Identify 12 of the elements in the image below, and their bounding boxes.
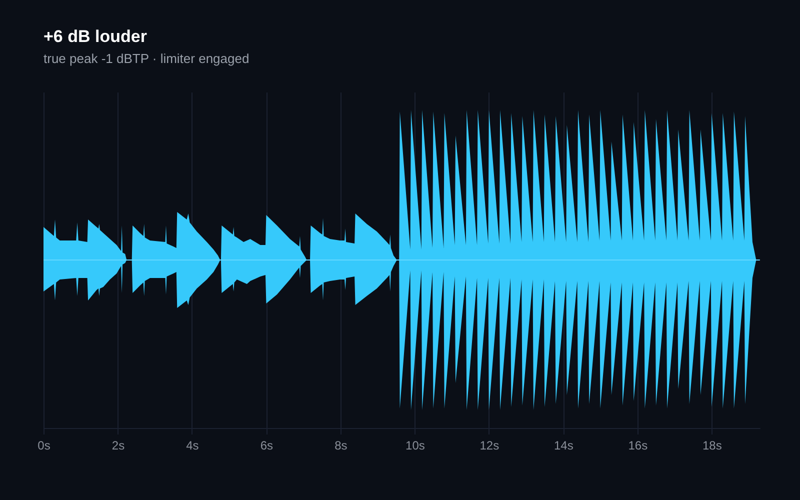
x-tick-label: 4s: [186, 438, 199, 452]
chart-subtitle: true peak -1 dBTP · limiter engaged: [44, 51, 250, 66]
x-tick-label: 6s: [260, 438, 274, 452]
x-tick-label: 10s: [406, 438, 425, 452]
x-tick-label: 0s: [38, 438, 50, 452]
x-tick-label: 8s: [334, 438, 348, 452]
x-tick-label: 12s: [480, 438, 500, 452]
chart-title: +6 dB louder: [44, 27, 148, 46]
x-tick-label: 2s: [112, 438, 125, 452]
x-tick-label: 18s: [702, 438, 722, 452]
x-tick-label: 14s: [554, 438, 574, 452]
x-tick-label: 16s: [628, 438, 648, 452]
